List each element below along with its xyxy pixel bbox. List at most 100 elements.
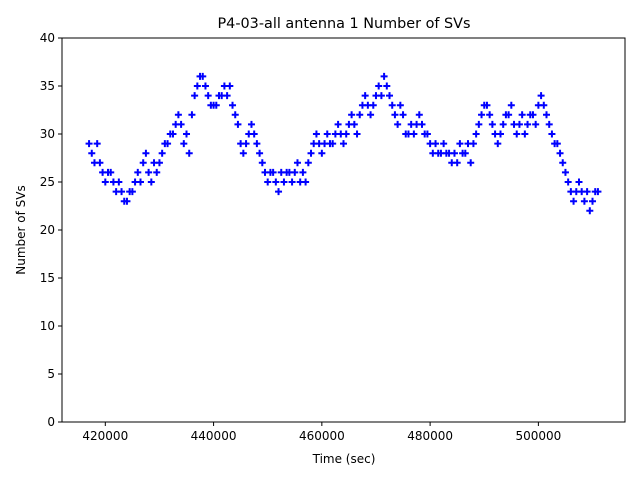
data-point	[537, 92, 545, 100]
data-point	[475, 120, 483, 128]
data-point	[494, 140, 502, 148]
data-point	[340, 140, 347, 148]
data-point	[472, 130, 480, 138]
x-tick-label: 420000	[82, 429, 128, 443]
data-point	[174, 111, 182, 119]
data-point	[383, 82, 391, 90]
x-tick-label: 440000	[191, 429, 237, 443]
y-tick-label: 10	[40, 319, 55, 333]
y-tick-label: 15	[40, 271, 55, 285]
data-point	[272, 178, 280, 186]
data-point	[375, 82, 383, 90]
y-axis-label: Number of SVs	[14, 185, 28, 274]
data-point	[356, 111, 364, 119]
data-point	[293, 159, 301, 167]
data-point	[380, 72, 388, 80]
data-point	[231, 111, 239, 119]
data-point	[269, 168, 277, 176]
data-point	[353, 130, 361, 138]
data-point	[483, 101, 491, 109]
data-point	[469, 140, 477, 148]
data-point	[543, 111, 551, 119]
data-point	[594, 188, 602, 196]
data-point	[299, 168, 307, 176]
data-point	[391, 111, 399, 119]
data-point	[275, 188, 283, 196]
data-point	[304, 159, 312, 167]
y-tick-label: 25	[40, 175, 55, 189]
data-point	[193, 82, 201, 90]
data-point	[540, 101, 548, 109]
data-point	[118, 188, 126, 196]
data-point	[250, 130, 258, 138]
data-point	[128, 188, 136, 196]
data-point	[177, 120, 185, 128]
data-point	[329, 140, 337, 148]
data-point	[136, 178, 144, 186]
data-point	[467, 159, 475, 167]
data-point	[532, 120, 540, 128]
data-point	[253, 140, 261, 148]
data-point	[123, 197, 131, 205]
data-point	[488, 120, 496, 128]
data-point	[226, 82, 234, 90]
data-point	[515, 120, 523, 128]
data-points	[85, 72, 602, 215]
data-point	[158, 149, 166, 157]
data-point	[201, 82, 209, 90]
y-tick-label: 5	[47, 367, 55, 381]
data-point	[323, 130, 331, 138]
data-point	[264, 178, 272, 186]
y-tick-label: 35	[40, 79, 55, 93]
data-point	[586, 207, 594, 215]
data-point	[291, 168, 299, 176]
data-point	[239, 149, 247, 157]
data-point	[312, 130, 320, 138]
data-point	[410, 130, 418, 138]
data-point	[486, 111, 494, 119]
data-point	[499, 120, 507, 128]
data-point	[545, 120, 553, 128]
data-point	[453, 159, 461, 167]
data-point	[361, 92, 369, 100]
data-point	[423, 130, 431, 138]
data-point	[399, 111, 407, 119]
data-point	[247, 120, 255, 128]
data-point	[256, 149, 264, 157]
data-point	[575, 178, 583, 186]
data-point	[342, 130, 350, 138]
data-point	[432, 140, 440, 148]
data-point	[242, 140, 250, 148]
data-point	[507, 101, 515, 109]
y-tick-label: 30	[40, 127, 55, 141]
data-point	[258, 159, 266, 167]
data-point	[388, 101, 396, 109]
data-point	[183, 130, 191, 138]
data-point	[553, 140, 561, 148]
data-point	[96, 159, 104, 167]
data-point	[561, 168, 569, 176]
data-point	[418, 120, 426, 128]
data-point	[461, 149, 469, 157]
chart-title: P4-03-all antenna 1 Number of SVs	[217, 16, 470, 32]
data-point	[302, 178, 310, 186]
y-tick-label: 20	[40, 223, 55, 237]
data-point	[580, 197, 588, 205]
data-point	[101, 178, 109, 186]
data-point	[204, 92, 212, 100]
data-point	[199, 72, 207, 80]
x-tick-label: 500000	[515, 429, 561, 443]
data-point	[394, 120, 402, 128]
data-point	[307, 149, 315, 157]
data-point	[518, 111, 526, 119]
x-tick-label: 460000	[299, 429, 345, 443]
data-point	[164, 140, 172, 148]
data-point	[559, 159, 567, 167]
data-point	[396, 101, 404, 109]
data-point	[318, 149, 326, 157]
data-point	[478, 111, 486, 119]
data-point	[155, 159, 163, 167]
data-point	[134, 168, 142, 176]
data-point	[564, 178, 572, 186]
